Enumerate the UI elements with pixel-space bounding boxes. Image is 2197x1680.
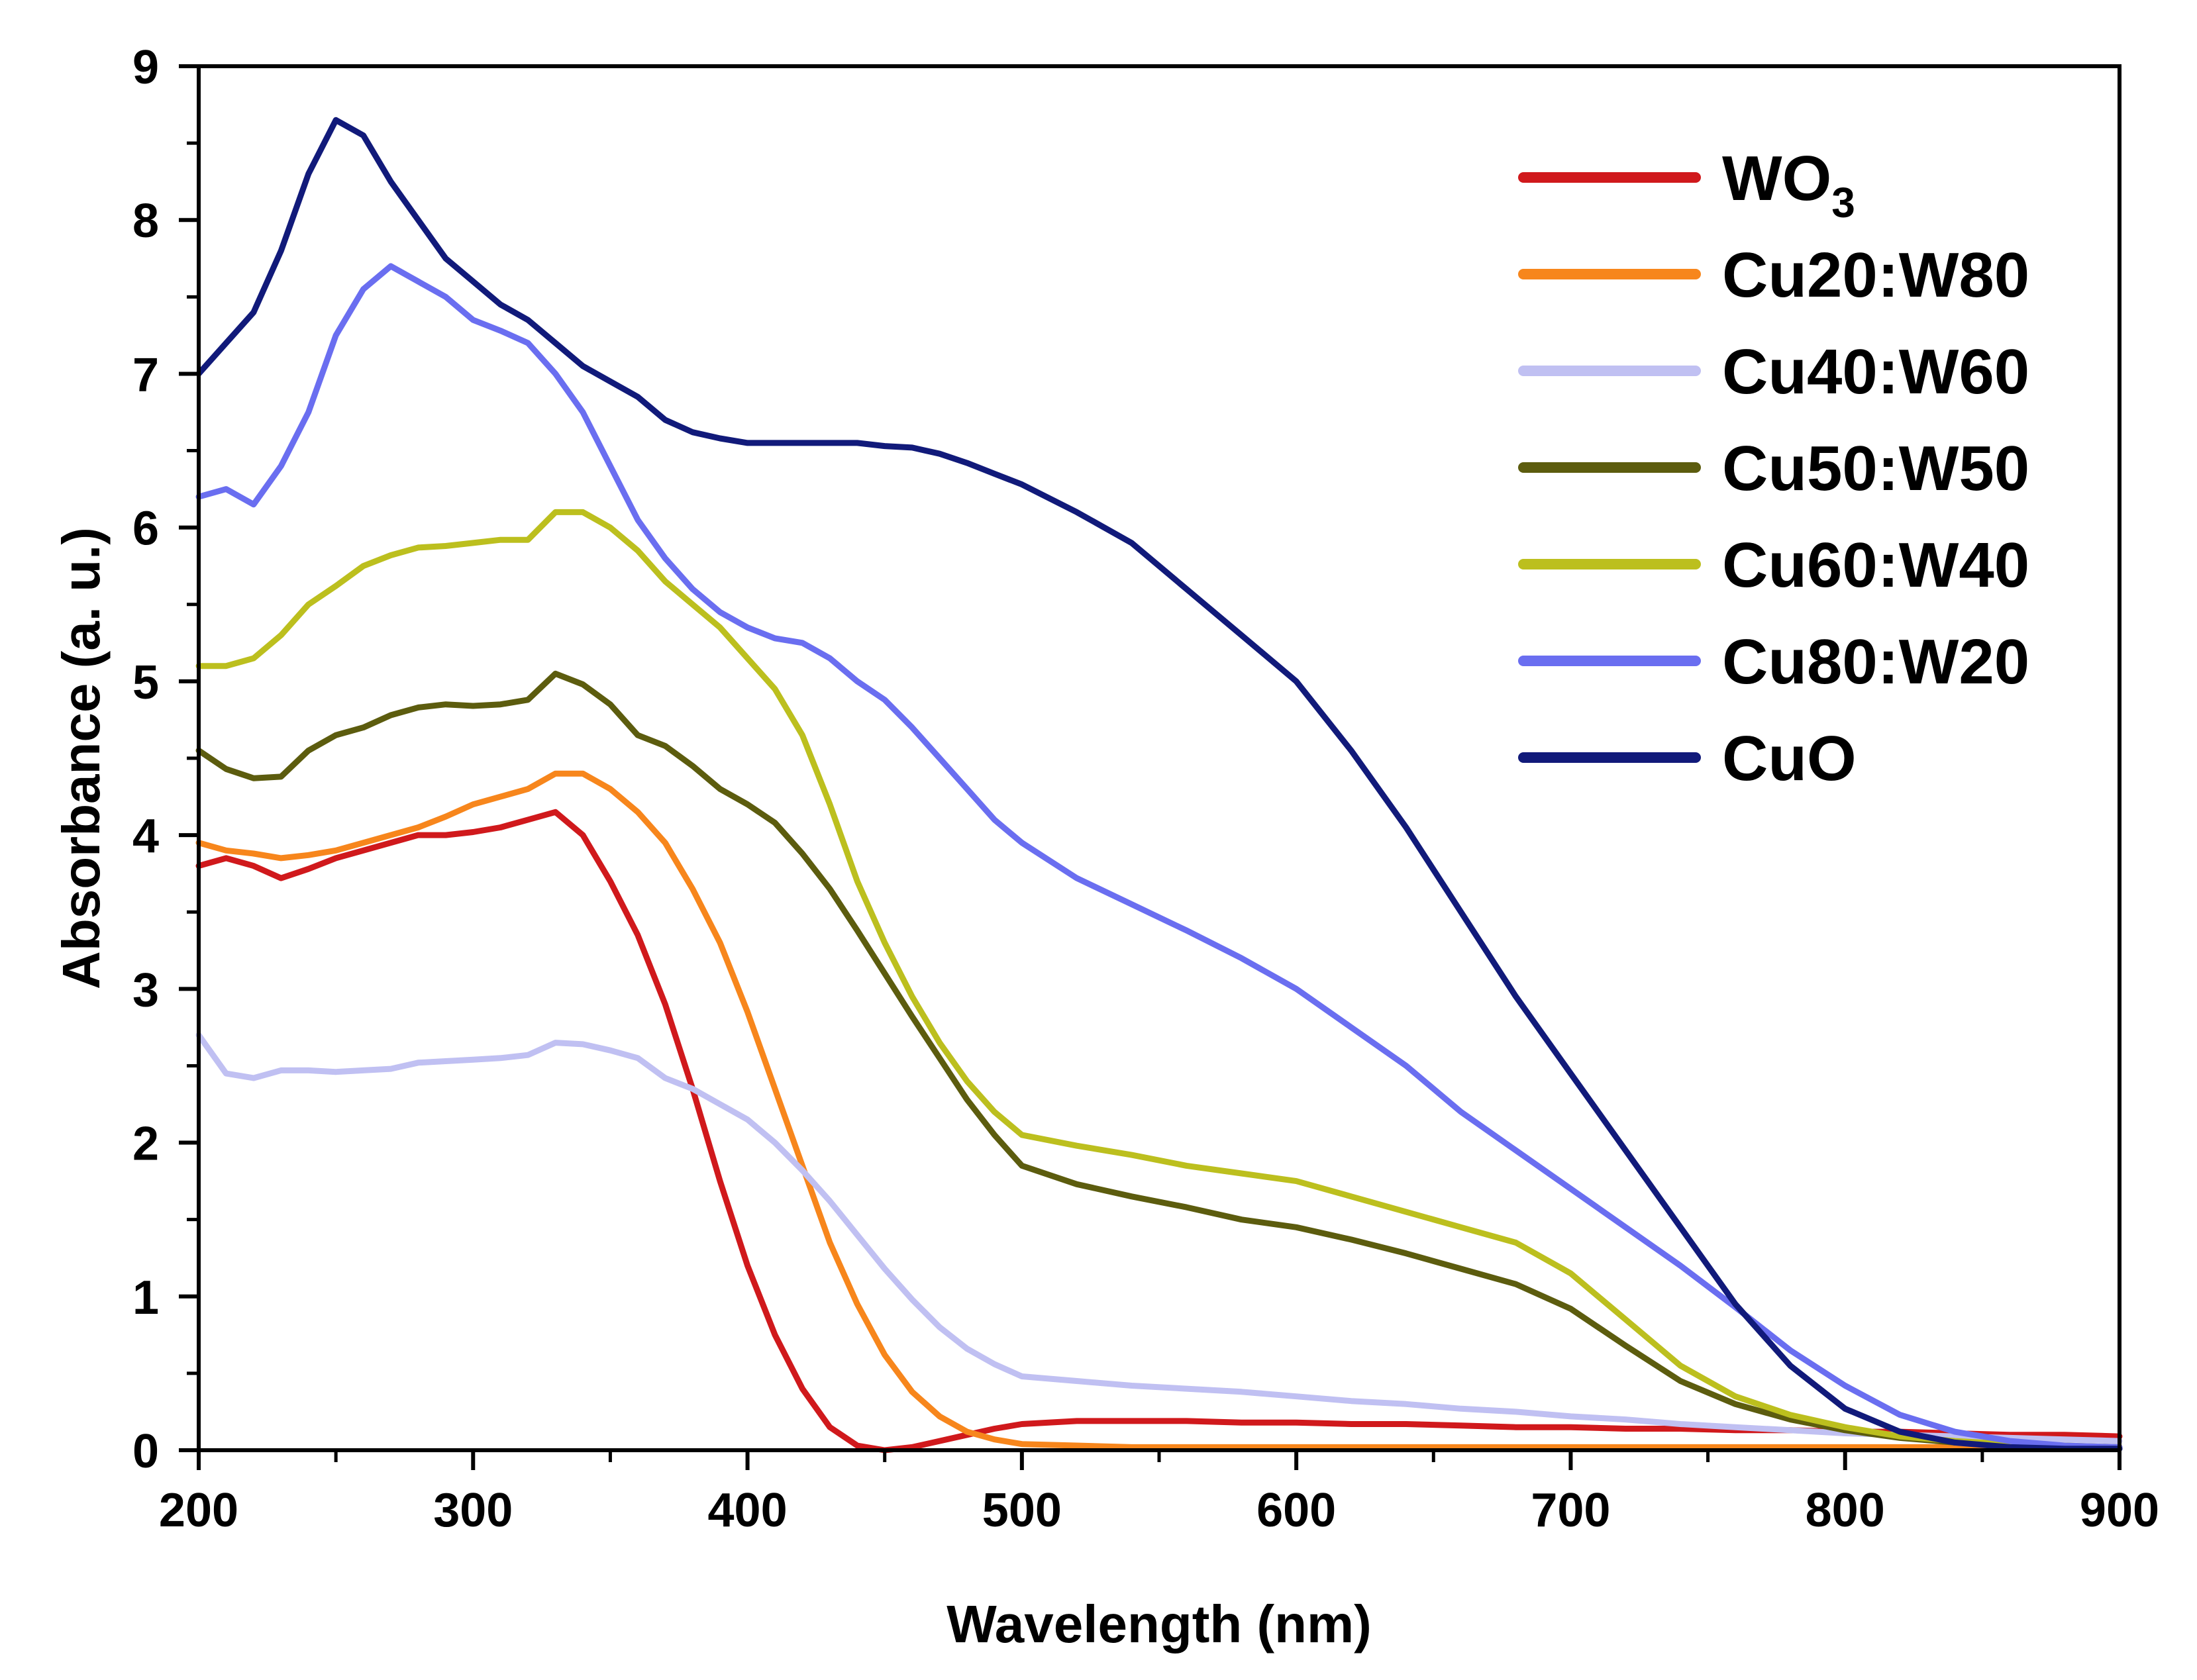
legend-label-cu50-w50: Cu50:W50	[1722, 433, 2029, 504]
y-tick-label: 5	[132, 656, 159, 709]
x-axis-title: Wavelength (nm)	[946, 1595, 1371, 1654]
legend-label-cu60-w40: Cu60:W40	[1722, 530, 2029, 601]
series-line-cu40-w60	[195, 1032, 2123, 1444]
y-tick-label: 8	[132, 195, 159, 248]
legend-label-cuo: CuO	[1722, 723, 1857, 794]
y-tick-label: 2	[132, 1118, 159, 1171]
x-tick-label: 500	[982, 1484, 1062, 1537]
legend-label-wo3: WO3	[1722, 143, 1855, 226]
x-tick-label: 800	[1806, 1484, 1885, 1537]
series-layer	[195, 117, 2123, 1454]
y-tick-label: 1	[132, 1271, 159, 1324]
y-tick-label: 4	[132, 810, 159, 863]
series-line-cu60-w40	[195, 509, 2123, 1450]
x-tick-label: 200	[159, 1484, 238, 1537]
series-line-cu80-w20	[195, 263, 2123, 1450]
y-tick-label: 9	[132, 41, 159, 94]
series-line-cu20-w80	[195, 770, 2123, 1450]
x-tick-label: 400	[708, 1484, 788, 1537]
y-tick-label: 7	[132, 348, 159, 401]
x-tick-label: 700	[1531, 1484, 1610, 1537]
x-tick-label: 600	[1256, 1484, 1336, 1537]
tick-layer: 200 300 400 500 600 700 800 900 0 1 2 3 4 5 6 7 8 9	[132, 41, 2159, 1537]
legend-label-cu80-w20: Cu80:W20	[1722, 626, 2029, 697]
legend: WO3 Cu20:W80 Cu40:W60 Cu50:W50 Cu60:W40 Cu80:…	[1518, 143, 2029, 794]
y-tick-label: 0	[132, 1425, 159, 1478]
legend-label-cu40-w60: Cu40:W60	[1722, 336, 2029, 407]
series-line-cuo	[195, 117, 2123, 1452]
x-tick-label: 300	[433, 1484, 513, 1537]
y-tick-label: 6	[132, 503, 159, 556]
series-line-cu50-w50	[195, 670, 2123, 1452]
series-line-wo3	[195, 809, 2123, 1454]
y-axis-title: Absorbance (a. u.)	[52, 527, 111, 989]
y-tick-label: 3	[132, 964, 159, 1016]
x-tick-label: 900	[2080, 1484, 2159, 1537]
legend-label-cu20-w80: Cu20:W80	[1722, 240, 2029, 311]
